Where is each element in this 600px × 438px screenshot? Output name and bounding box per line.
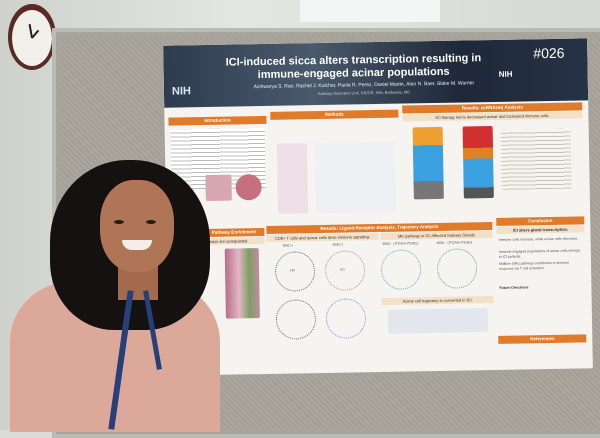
trajectory-subtitle: Acinar cell trajectory is converted in I… — [381, 295, 494, 305]
future-directions-heading: Future Directions — [499, 285, 529, 290]
mk-label-a: MDK - (ITGA4+ITGB1) — [382, 241, 419, 246]
chord-plot-mk-b — [436, 248, 478, 289]
chord-plot-hv-2 — [275, 299, 317, 340]
conclusion-point: Immune-engaged populations of acinar cel… — [498, 248, 581, 259]
cell-type-legend — [500, 128, 572, 190]
mk-label-b: MDK - (ITGA6+ITGB1) — [436, 240, 473, 245]
methods-workflow-figure — [314, 141, 397, 214]
chord-plot-mk-a — [380, 249, 422, 290]
section-introduction: Introduction — [168, 115, 267, 126]
conclusion-subtitle: ICI alters gland transcription. — [496, 225, 585, 234]
histology-image — [205, 174, 232, 202]
nih-logo-right: NIH — [498, 69, 513, 79]
stacked-bar-ici — [462, 125, 494, 199]
poster-header: NIH ICI-induced sicca alters transcripti… — [163, 38, 589, 108]
research-poster: NIH ICI-induced sicca alters transcripti… — [163, 38, 593, 376]
chord-plot-ici-2 — [325, 298, 367, 339]
pathway-heatmap — [224, 248, 260, 319]
poster-number: #026 — [533, 44, 565, 62]
mhc1-label-a: MHC-I — [282, 243, 293, 248]
mhc1-label-b: MHC-I — [332, 242, 343, 247]
section-methods: Methods — [270, 109, 399, 120]
ceiling-light — [300, 0, 440, 22]
stacked-bar-hv — [412, 126, 444, 200]
conclusion-point: Immune cells increase, while acinar cell… — [498, 236, 579, 242]
person-face — [100, 180, 174, 272]
chord-plot-hv: HV — [274, 251, 316, 292]
chord-plot-ici: ICI — [324, 250, 366, 291]
section-references: References — [498, 334, 587, 344]
conclusion-point: Midkine (MK) pathway contributes to immu… — [498, 260, 570, 271]
nih-logo: NIH — [171, 85, 192, 98]
eye-image — [235, 174, 262, 201]
trajectory-plot — [387, 308, 489, 334]
clock-face — [12, 10, 52, 66]
methods-tissue-figure — [276, 143, 309, 214]
mk-subtitle: MK pathway in ICI Affected Salivary Glan… — [380, 231, 493, 240]
person-smile — [122, 240, 152, 250]
section-conclusion: Conclusion — [496, 216, 585, 226]
poster-title: ICI-induced sicca alters transcription r… — [225, 52, 482, 82]
ligand-subtitle: CD8+ T cells and acinar cells drive immu… — [266, 232, 379, 242]
